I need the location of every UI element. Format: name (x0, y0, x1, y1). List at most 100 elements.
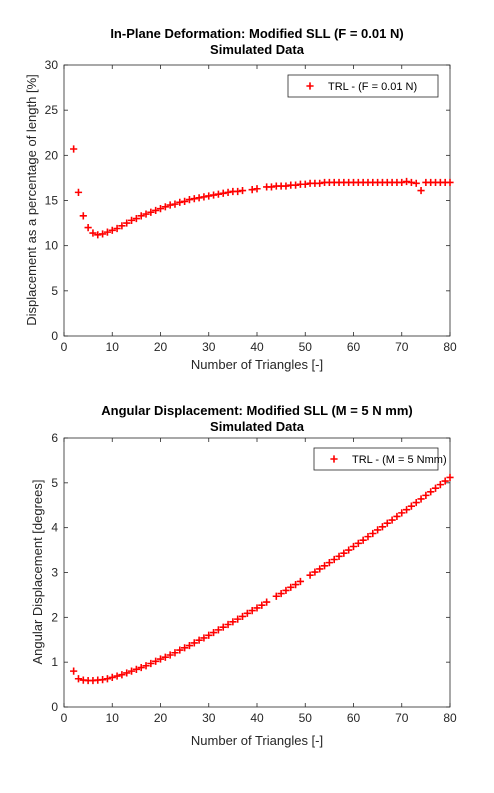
data-point (185, 195, 194, 204)
data-point (132, 665, 140, 673)
data-point (219, 623, 227, 631)
x-axis-label: Number of Triangles [-] (191, 733, 323, 748)
data-point (127, 667, 136, 675)
x-tick-label: 60 (347, 340, 361, 354)
plot-area (63, 64, 451, 337)
data-point (99, 676, 107, 684)
data-point (205, 631, 213, 639)
x-tick-label: 40 (250, 340, 264, 354)
data-point (374, 526, 382, 534)
data-point (258, 601, 266, 609)
data-point (383, 519, 391, 527)
data-point (407, 502, 415, 510)
y-tick-label: 4 (51, 521, 58, 535)
data-point (393, 512, 401, 521)
data-point (446, 178, 454, 187)
data-point (417, 186, 425, 195)
data-point (335, 552, 343, 560)
data-point (248, 607, 256, 615)
data-point (369, 529, 377, 538)
data-point (70, 667, 78, 675)
data-point (263, 598, 271, 606)
y-tick-label: 0 (51, 329, 58, 343)
data-point (427, 488, 435, 496)
chart-angular-displacement: Angular Displacement: Modified SLL (M = … (30, 403, 457, 748)
data-point (234, 187, 242, 196)
data-point (407, 178, 415, 187)
legend-marker-symbol (330, 455, 338, 463)
data-point (166, 201, 174, 209)
data-point (132, 214, 140, 223)
x-tick-label: 80 (443, 340, 457, 354)
data-point (209, 191, 218, 199)
data-point (171, 200, 179, 208)
data-point (345, 546, 353, 554)
data-point (436, 481, 444, 489)
data-point (94, 231, 102, 239)
y-tick-label: 2 (51, 610, 58, 624)
data-point (147, 659, 155, 668)
x-tick-labels: 0 10 20 30 40 50 60 70 80 (61, 711, 457, 725)
data-point (219, 189, 227, 197)
data-point (292, 581, 300, 589)
data-point (282, 182, 290, 190)
y-tick-label: 0 (51, 700, 58, 714)
x-tick-label: 80 (443, 711, 457, 725)
data-point (103, 675, 112, 683)
legend-entry: TRL - (M = 5 Nmm) (352, 454, 447, 466)
data-point (176, 198, 184, 206)
chart-subtitle: Simulated Data (210, 419, 305, 434)
y-tick-label: 25 (45, 103, 59, 117)
chart-in-plane-deformation: In-Plane Deformation: Modified SLL (F = … (24, 26, 457, 372)
y-axis-label: Displacement as a percentage of length [… (24, 74, 39, 325)
y-tick-label: 20 (45, 148, 59, 162)
data-point (349, 542, 358, 551)
x-tick-label: 70 (395, 340, 409, 354)
data-point (137, 212, 145, 220)
data-point (161, 653, 169, 661)
data-point (70, 145, 78, 153)
data-point (402, 506, 411, 514)
data-point (142, 662, 150, 670)
data-point (152, 206, 160, 215)
x-tick-label: 60 (347, 711, 361, 725)
data-point (272, 592, 280, 600)
x-tick-label: 50 (299, 711, 313, 725)
data-point (214, 190, 222, 198)
data-point (253, 185, 261, 193)
y-tick-label: 15 (45, 194, 59, 208)
data-point (282, 586, 290, 595)
data-point (229, 618, 237, 626)
data-point (123, 669, 131, 677)
data-point (84, 224, 92, 232)
y-tick-labels: 0 5 10 15 20 25 30 (45, 58, 59, 343)
data-point (359, 536, 367, 544)
x-tick-label: 30 (202, 340, 216, 354)
legend: TRL - (F = 0.01 N) (287, 74, 439, 98)
data-point (340, 549, 348, 557)
x-tick-label: 0 (61, 711, 68, 725)
plot-area (63, 437, 451, 708)
data-point (330, 555, 338, 564)
data-point (147, 208, 155, 216)
data-point (79, 212, 87, 220)
y-tick-label: 5 (51, 476, 58, 490)
data-point (113, 224, 121, 233)
data-point (190, 195, 198, 203)
data-point (320, 562, 329, 570)
legend-entry: TRL - (F = 0.01 N) (328, 81, 417, 93)
data-markers (70, 473, 454, 685)
data-point (234, 615, 242, 623)
data-point (446, 473, 454, 482)
x-tick-label: 10 (106, 711, 120, 725)
data-point (248, 186, 256, 194)
chart-title: Angular Displacement: Modified SLL (M = … (101, 403, 412, 418)
data-point (388, 516, 396, 524)
x-tick-labels: 0 10 20 30 40 50 60 70 80 (61, 340, 457, 354)
data-point (99, 230, 107, 238)
x-axis-label: Number of Triangles [-] (191, 357, 323, 372)
data-point (402, 177, 411, 186)
data-point (301, 180, 309, 188)
data-point (296, 577, 305, 586)
